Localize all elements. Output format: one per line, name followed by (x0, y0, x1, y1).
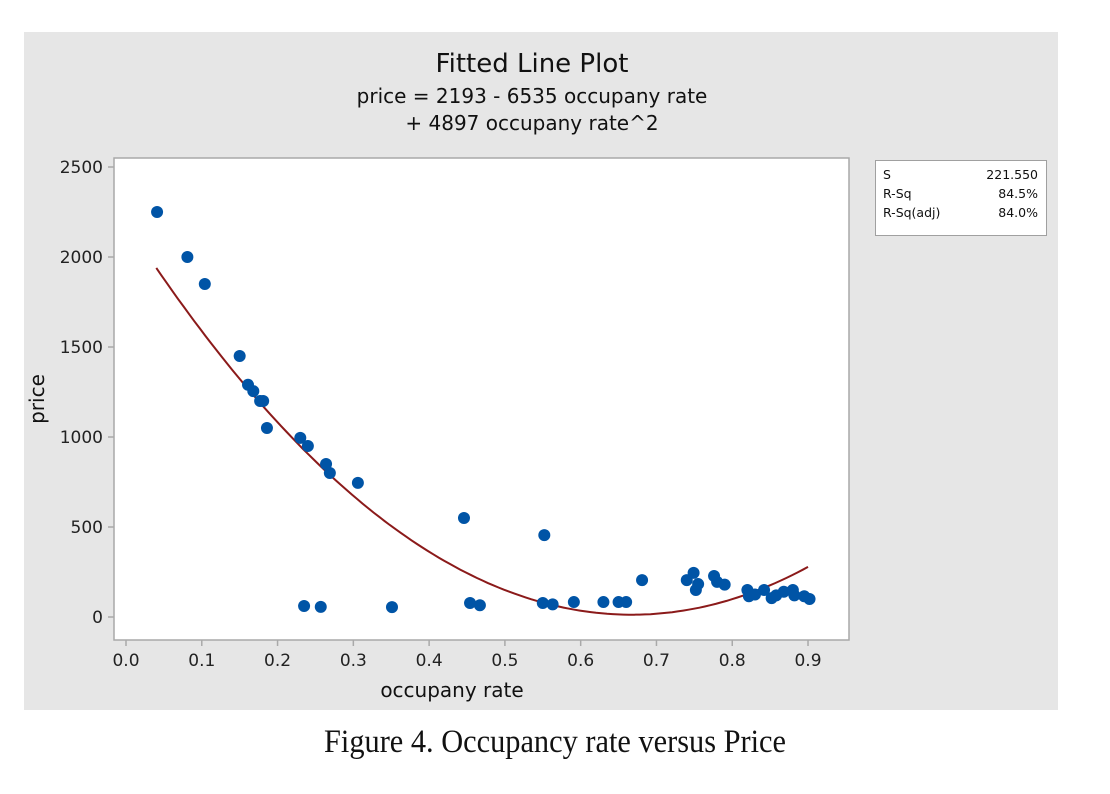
data-point (788, 589, 801, 602)
x-tick-label: 0.7 (643, 651, 670, 671)
stat-row-s: S 221.550 (883, 165, 1038, 184)
stat-value: 221.550 (986, 167, 1038, 182)
data-point (385, 601, 398, 614)
x-tick-label: 0.9 (794, 651, 821, 671)
stat-value: 84.5% (998, 186, 1038, 201)
data-point (320, 458, 333, 470)
fitted-line-plot: Fitted Line Plot price = 2193 - 6535 occ… (25, 49, 850, 702)
data-point (298, 600, 311, 613)
data-point (536, 596, 549, 609)
x-tick-label: 0.3 (340, 651, 367, 671)
stat-label: S (883, 167, 891, 182)
figure-caption: Figure 4. Occupancy rate versus Price (324, 724, 786, 760)
data-point (687, 566, 700, 579)
chart-subtitle-line-2: + 4897 occupany rate^2 (405, 111, 658, 135)
data-point (567, 596, 580, 609)
stat-row-rsq: R-Sq 84.5% (883, 184, 1038, 203)
data-point (351, 476, 364, 489)
plot-area (113, 157, 850, 641)
data-point (620, 596, 633, 609)
y-tick-label: 1500 (60, 338, 103, 358)
x-tick-label: 0.0 (112, 651, 139, 671)
x-tick-label: 0.5 (491, 651, 518, 671)
x-tick-label: 0.4 (416, 651, 443, 671)
x-tick-label: 0.2 (264, 651, 291, 671)
y-tick-label: 0 (92, 608, 103, 628)
chart-subtitle-line-1: price = 2193 - 6535 occupany rate (357, 84, 708, 108)
data-point (151, 206, 164, 218)
y-tick-label: 2500 (60, 158, 103, 178)
figure-panel: Fitted Line Plot price = 2193 - 6535 occ… (24, 32, 1058, 710)
chart-title: Fitted Line Plot (436, 49, 629, 79)
data-point (301, 440, 314, 452)
x-tick-label: 0.8 (719, 651, 746, 671)
data-point (260, 422, 273, 434)
data-point (597, 596, 610, 609)
stat-row-rsq-adj: R-Sq(adj) 84.0% (883, 203, 1038, 222)
data-point (748, 588, 761, 601)
data-point (233, 350, 246, 362)
data-point (692, 578, 705, 591)
data-point (257, 395, 270, 407)
stat-label: R-Sq(adj) (883, 205, 941, 220)
data-point (538, 529, 551, 542)
x-tick-label: 0.1 (188, 651, 215, 671)
data-point (247, 385, 260, 398)
x-tick-label: 0.6 (567, 651, 594, 671)
data-point (718, 578, 731, 591)
data-point (546, 598, 559, 611)
data-point (777, 585, 790, 598)
data-point (294, 431, 307, 444)
y-axis-label: price (25, 374, 49, 424)
data-point (473, 599, 486, 612)
data-point (198, 278, 211, 290)
x-axis-label: occupany rate (380, 678, 523, 702)
data-point (636, 574, 649, 587)
data-point (314, 600, 327, 613)
data-point (457, 512, 470, 524)
y-tick-label: 500 (71, 518, 103, 538)
data-point (323, 467, 336, 479)
data-point (464, 596, 477, 609)
data-point (803, 593, 816, 605)
y-tick-label: 2000 (60, 248, 103, 268)
y-tick-label: 1000 (60, 428, 103, 448)
fitted-curve (155, 267, 809, 616)
data-point (758, 584, 771, 596)
stat-label: R-Sq (883, 186, 912, 201)
stats-box: S 221.550 R-Sq 84.5% R-Sq(adj) 84.0% (875, 160, 1047, 236)
stat-value: 84.0% (998, 205, 1038, 220)
data-point (181, 251, 194, 263)
